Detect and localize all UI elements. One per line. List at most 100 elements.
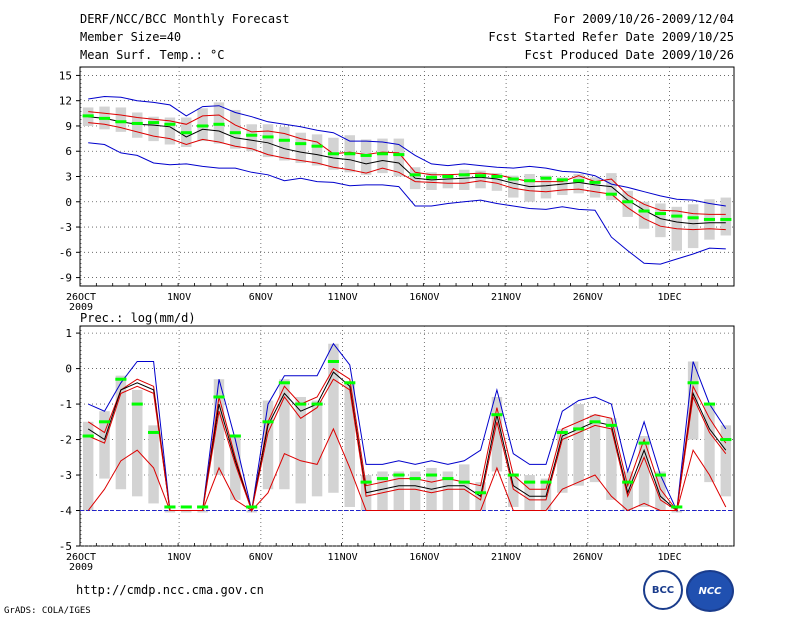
prec-ensemble-box	[720, 425, 732, 497]
temp-xtick-label: 6NOV	[249, 292, 273, 303]
prec-ensemble-box	[687, 361, 699, 440]
source-url[interactable]: http://cmdp.ncc.cma.gov.cn	[76, 583, 264, 597]
temp-median-marker	[311, 144, 323, 148]
prec-median-marker	[654, 473, 666, 477]
temp-series-upper	[88, 111, 726, 215]
precip-panel-title: Prec.: log(mm/d)	[80, 311, 196, 325]
temp-ensemble-box	[557, 177, 568, 196]
temp-ytick-label: -3	[59, 221, 72, 234]
temp-ensemble-box	[360, 139, 372, 175]
prec-ensemble-box	[99, 411, 110, 479]
prec-median-marker	[605, 423, 617, 427]
temp-median-marker	[556, 178, 568, 182]
member-size-label: Member Size=40	[80, 30, 182, 44]
prec-ensemble-box	[115, 375, 127, 490]
temp-ensemble-box	[295, 132, 306, 164]
temp-median-marker	[360, 153, 372, 157]
temp-ensemble-box	[524, 173, 535, 202]
prec-median-marker	[246, 505, 258, 509]
prec-frame	[79, 325, 735, 547]
prec-ytick-label: 1	[65, 327, 72, 340]
prec-ensemble-box	[230, 436, 241, 500]
prec-ensemble-box	[213, 379, 225, 476]
prec-ytick-label: 0	[65, 363, 72, 376]
temp-median-marker	[425, 175, 438, 179]
temp-median-marker	[197, 124, 209, 128]
temp-ensemble-box	[246, 124, 257, 152]
temp-ensemble-box	[573, 173, 584, 194]
prec-median-marker	[376, 477, 389, 481]
temp-median-marker	[393, 153, 405, 157]
prec-median-marker	[197, 505, 209, 509]
prec-ensemble-box	[491, 396, 503, 472]
prec-xtick-label: 16NOV	[409, 552, 439, 563]
prec-median-marker	[393, 473, 405, 477]
grads-credit: GrADS: COLA/IGES	[4, 606, 91, 616]
prec-median-marker	[360, 480, 372, 484]
prec-ytick-label: -4	[59, 505, 73, 518]
temp-median-marker	[703, 217, 716, 221]
temp-ytick-label: 0	[65, 196, 72, 209]
temp-series-max	[88, 95, 726, 207]
prec-ensemble-box	[458, 464, 470, 511]
temp-xtick-label: 26OCT	[66, 292, 96, 303]
temp-ensemble-box	[655, 203, 666, 238]
prec-xtick-label: 21NOV	[491, 552, 521, 563]
prec-median-marker	[295, 402, 307, 406]
prec-ensemble-box	[131, 389, 143, 497]
prec-median-marker	[540, 480, 552, 484]
temp-median-marker	[654, 212, 666, 216]
prec-median-marker	[409, 477, 421, 481]
temp-median-marker	[589, 180, 601, 184]
temp-ensemble-box	[475, 170, 486, 189]
temp-xtick-year: 2009	[69, 302, 93, 313]
fcst-produced-label: Fcst Produced Date 2009/10/26	[524, 48, 734, 62]
temp-ensemble-box	[164, 117, 176, 145]
prec-median-marker	[115, 377, 127, 381]
prec-median-marker	[671, 505, 683, 509]
prec-median-marker	[703, 402, 716, 406]
variable-label: Mean Surf. Temp.: °C	[80, 48, 225, 62]
temp-ensemble-box	[148, 116, 159, 142]
prec-median-marker	[556, 430, 568, 434]
temp-median-marker	[246, 133, 258, 137]
temp-median-marker	[671, 214, 683, 218]
prec-ensemble-box	[606, 418, 617, 500]
prec-median-marker	[589, 420, 601, 424]
temp-median-marker	[573, 179, 585, 183]
temp-median-marker	[605, 192, 617, 196]
temp-series-mean	[88, 116, 726, 225]
prec-ensemble-box	[442, 471, 454, 511]
temp-median-marker	[524, 179, 536, 183]
prec-median-marker	[425, 473, 438, 477]
prec-ensemble-box	[655, 471, 666, 511]
temp-median-marker	[131, 121, 143, 125]
prec-series-min	[87, 427, 727, 512]
chart-title: DERF/NCC/BCC Monthly Forecast	[80, 12, 290, 26]
prec-median-marker	[344, 381, 356, 385]
prec-ensemble-box	[524, 475, 535, 511]
prec-median-marker	[687, 381, 699, 385]
prec-ensemble-box	[589, 414, 601, 483]
prec-ensemble-box	[328, 343, 339, 493]
temp-median-marker	[98, 116, 111, 120]
temp-ytick-label: -6	[59, 246, 72, 259]
temp-xtick-label: 21NOV	[491, 292, 521, 303]
temp-ytick-label: 9	[65, 120, 72, 133]
temp-median-marker	[229, 131, 241, 135]
prec-ensemble-box	[638, 436, 650, 507]
prec-xtick-label: 1DEC	[658, 552, 682, 563]
temp-ensemble-box	[491, 173, 503, 191]
prec-xtick-label: 26OCT	[66, 552, 96, 563]
bcc-logo: BCC	[643, 570, 683, 610]
temp-median-marker	[327, 152, 339, 156]
prec-ensemble-box	[295, 396, 306, 504]
prec-median-marker	[82, 434, 94, 438]
prec-median-marker	[475, 491, 487, 495]
temp-ensemble-box	[720, 197, 732, 236]
prec-ensemble-box	[164, 510, 176, 513]
prec-ensemble-box	[148, 425, 159, 504]
ncc-logo: NCC	[686, 570, 734, 612]
prec-median-marker	[507, 473, 519, 477]
